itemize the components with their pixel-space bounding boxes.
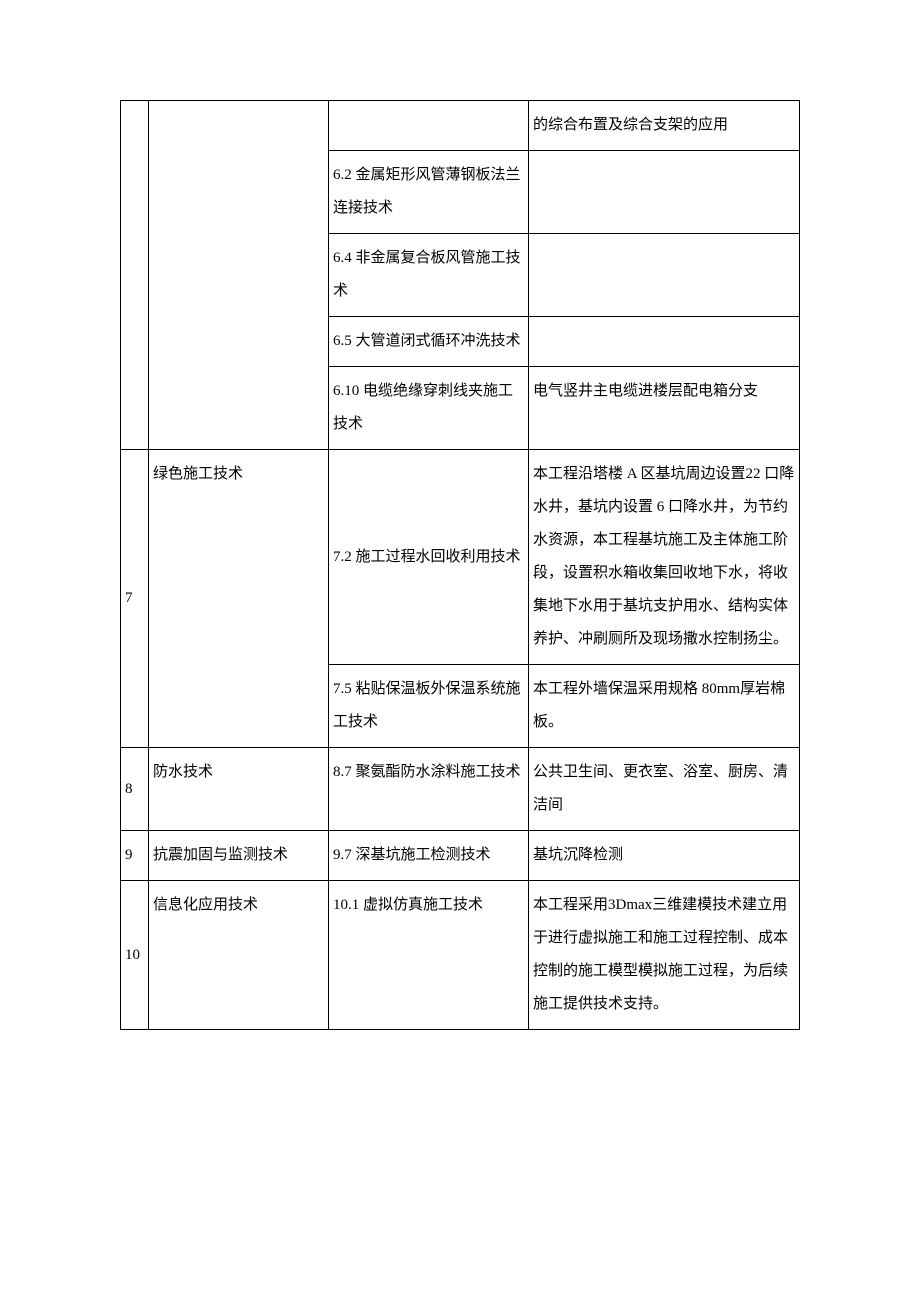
cell-category: 信息化应用技术 (149, 881, 329, 1030)
cell-desc: 的综合布置及综合支架的应用 (529, 101, 800, 151)
cell-category (149, 101, 329, 450)
cell-tech: 6.10 电缆绝缘穿刺线夹施工技术 (329, 367, 529, 450)
cell-desc (529, 151, 800, 234)
cell-desc (529, 317, 800, 367)
table-row: 10 信息化应用技术 10.1 虚拟仿真施工技术 本工程采用3Dmax三维建模技… (121, 881, 800, 1030)
table-row: 8 防水技术 8.7 聚氨酯防水涂料施工技术 公共卫生间、更衣室、浴室、厨房、清… (121, 748, 800, 831)
cell-tech: 6.5 大管道闭式循环冲洗技术 (329, 317, 529, 367)
cell-desc: 本工程沿塔楼 A 区基坑周边设置22 口降水井，基坑内设置 6 口降水井，为节约… (529, 450, 800, 665)
cell-desc: 本工程采用3Dmax三维建模技术建立用于进行虚拟施工和施工过程控制、成本控制的施… (529, 881, 800, 1030)
cell-tech (329, 101, 529, 151)
cell-desc: 电气竖井主电缆进楼层配电箱分支 (529, 367, 800, 450)
cell-tech: 6.2 金属矩形风管薄钢板法兰连接技术 (329, 151, 529, 234)
cell-num: 10 (121, 881, 149, 1030)
cell-num: 7 (121, 450, 149, 748)
cell-tech: 7.5 粘贴保温板外保温系统施工技术 (329, 665, 529, 748)
cell-category: 防水技术 (149, 748, 329, 831)
cell-category: 抗震加固与监测技术 (149, 831, 329, 881)
cell-desc: 公共卫生间、更衣室、浴室、厨房、清洁间 (529, 748, 800, 831)
cell-desc: 本工程外墙保温采用规格 80mm厚岩棉板。 (529, 665, 800, 748)
cell-tech: 8.7 聚氨酯防水涂料施工技术 (329, 748, 529, 831)
cell-desc (529, 234, 800, 317)
cell-num: 8 (121, 748, 149, 831)
tech-table: 的综合布置及综合支架的应用 6.2 金属矩形风管薄钢板法兰连接技术 6.4 非金… (120, 100, 800, 1030)
table-row: 的综合布置及综合支架的应用 (121, 101, 800, 151)
cell-num (121, 101, 149, 450)
cell-tech: 6.4 非金属复合板风管施工技术 (329, 234, 529, 317)
cell-num: 9 (121, 831, 149, 881)
table-row: 9 抗震加固与监测技术 9.7 深基坑施工检测技术 基坑沉降检测 (121, 831, 800, 881)
cell-category: 绿色施工技术 (149, 450, 329, 748)
cell-desc: 基坑沉降检测 (529, 831, 800, 881)
cell-tech: 7.2 施工过程水回收利用技术 (329, 450, 529, 665)
table-row: 7 绿色施工技术 7.2 施工过程水回收利用技术 本工程沿塔楼 A 区基坑周边设… (121, 450, 800, 665)
cell-tech: 9.7 深基坑施工检测技术 (329, 831, 529, 881)
cell-tech: 10.1 虚拟仿真施工技术 (329, 881, 529, 1030)
